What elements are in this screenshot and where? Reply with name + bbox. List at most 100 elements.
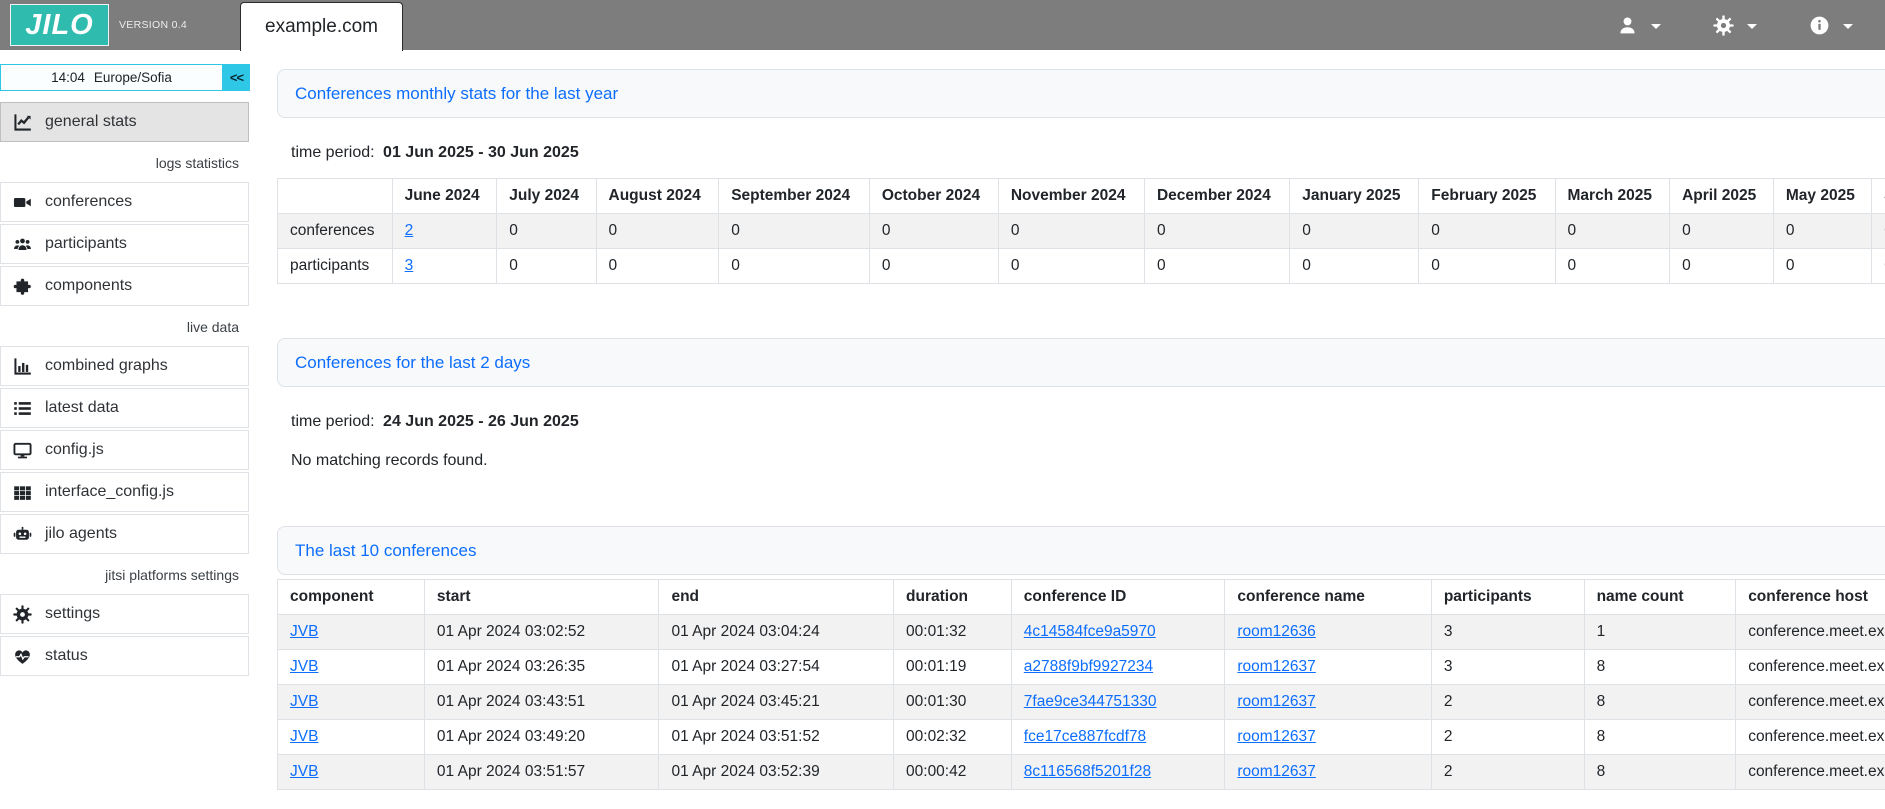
sidebar-item-status[interactable]: status	[0, 636, 249, 676]
table-cell: 01 Apr 2024 03:02:52	[423, 614, 660, 650]
column-header: component	[277, 579, 425, 615]
table-cell: conference.meet.example.com	[1735, 684, 1885, 720]
table-row: JVB 01 Apr 2024 03:26:35 01 Apr 2024 03:27…	[277, 649, 1885, 685]
table-cell: 0	[1669, 248, 1774, 284]
table-cell: 01 Apr 2024 03:27:54	[658, 649, 895, 685]
sidebar-item-settings[interactable]: settings	[0, 594, 249, 634]
table-cell-link[interactable]: a2788f9bf9927234	[1023, 658, 1154, 675]
table-cell: 0	[1772, 213, 1873, 249]
navbar-right-menus	[1617, 14, 1853, 36]
section-last-10-conferences: The last 10 conferences component start en…	[277, 526, 1885, 790]
sidebar-item-label: combined graphs	[45, 357, 168, 374]
jilo-logo[interactable]: JILO	[10, 4, 109, 46]
sidebar-item-general-stats[interactable]: general stats	[0, 102, 249, 142]
sidebar-section-heading: live data	[186, 319, 239, 335]
table-cell: fce17ce887fcdf78	[1010, 719, 1226, 755]
table-cell: 2	[1430, 754, 1585, 790]
sidebar-item-components[interactable]: components	[0, 266, 249, 306]
table-cell-link[interactable]: room12637	[1237, 658, 1316, 675]
table-cell: 1	[1583, 614, 1737, 650]
sidebar-item-label: participants	[45, 235, 127, 252]
sidebar-menu: general stats logs statistics conferences p…	[0, 102, 262, 676]
table-cell-link[interactable]: room12636	[1237, 623, 1316, 640]
table-cell-link[interactable]: 7fae9ce344751330	[1023, 693, 1157, 710]
clock-timezone: Europe/Sofia	[93, 70, 172, 85]
table-cell: conferences	[277, 213, 393, 249]
sidebar-item-config-js[interactable]: config.js	[0, 430, 249, 470]
table-cell: 0	[595, 248, 720, 284]
table-cell: a2788f9bf9927234	[1010, 649, 1226, 685]
table-cell-link[interactable]: room12637	[1237, 728, 1316, 745]
table-cell-link[interactable]: 8c116568f5201f28	[1023, 763, 1152, 780]
column-header: February 2025	[1418, 178, 1556, 214]
sidebar-section-heading: jitsi platforms settings	[105, 567, 239, 583]
column-header: name count	[1583, 579, 1737, 615]
table-cell: 0	[1143, 248, 1291, 284]
column-header: May 2025	[1772, 178, 1873, 214]
column-header: June 2025	[1871, 178, 1885, 214]
sidebar-item-latest-data[interactable]: latest data	[0, 388, 249, 428]
grid-icon	[13, 483, 32, 502]
table-cell-link[interactable]: 3	[404, 257, 414, 274]
user-menu[interactable]	[1617, 15, 1661, 36]
table-cell: 8	[1583, 649, 1737, 685]
info-menu[interactable]	[1809, 15, 1853, 36]
table-cell-link[interactable]: JVB	[290, 728, 319, 745]
table-cell-link[interactable]: 4c14584fce9a5970	[1023, 623, 1156, 640]
sidebar-section-heading: logs statistics	[155, 155, 239, 171]
sidebar-item-combined-graphs[interactable]: combined graphs	[0, 346, 249, 386]
table-cell: 01 Apr 2024 03:26:35	[423, 649, 660, 685]
settings-menu[interactable]	[1713, 14, 1757, 36]
table-cell: JVB	[277, 614, 425, 650]
list-icon	[13, 399, 32, 418]
info-icon	[1809, 15, 1830, 36]
table-cell: conference.meet.example.com	[1735, 649, 1885, 685]
sidebar-collapse-button[interactable]: <<	[223, 64, 250, 91]
column-header: August 2024	[595, 178, 720, 214]
table-cell-link[interactable]: fce17ce887fcdf78	[1023, 728, 1147, 745]
last-10-card-header: The last 10 conferences	[277, 526, 1885, 575]
table-cell: 0	[997, 213, 1145, 249]
last-2-days-card-header: Conferences for the last 2 days	[277, 338, 1885, 387]
sidebar-item-label: status	[45, 647, 88, 664]
table-cell-link[interactable]: JVB	[290, 658, 319, 675]
table-cell: 0	[1871, 248, 1885, 284]
sidebar-item-label: conferences	[45, 193, 133, 210]
table-cell: 00:00:42	[893, 754, 1012, 790]
tab-label: example.com	[265, 16, 378, 37]
table-cell-link[interactable]: JVB	[290, 693, 319, 710]
table-cell-link[interactable]: JVB	[290, 763, 319, 780]
table-cell: 7fae9ce344751330	[1010, 684, 1226, 720]
table-row: JVB 01 Apr 2024 03:43:51 01 Apr 2024 03:45…	[277, 684, 1885, 720]
table-cell-link[interactable]: 2	[404, 222, 414, 239]
sidebar-item-interface-config-js[interactable]: interface_config.js	[0, 472, 249, 512]
column-header: January 2025	[1289, 178, 1420, 214]
sidebar-item-jilo-agents[interactable]: jilo agents	[0, 514, 249, 554]
sidebar-item-participants[interactable]: participants	[0, 224, 249, 264]
last-10-title[interactable]: The last 10 conferences	[295, 540, 477, 560]
sidebar-item-label: interface_config.js	[45, 483, 174, 500]
table-cell-link[interactable]: room12637	[1237, 693, 1316, 710]
sidebar-item-label: general stats	[45, 113, 137, 130]
users-icon	[13, 235, 32, 254]
column-header	[277, 178, 393, 214]
table-row: JVB 01 Apr 2024 03:02:52 01 Apr 2024 03:04…	[277, 614, 1885, 650]
logo-text: JILO	[25, 8, 94, 41]
table-cell: 01 Apr 2024 03:04:24	[658, 614, 895, 650]
table-row: conferences2000000000000	[277, 213, 1885, 249]
table-cell-link[interactable]: JVB	[290, 623, 319, 640]
table-cell-link[interactable]: room12637	[1237, 763, 1316, 780]
no-records-message: No matching records found.	[291, 452, 488, 469]
sidebar: 14:04 Europe/Sofia << general stats logs …	[0, 50, 262, 809]
table-cell: 0	[997, 248, 1145, 284]
last-2-days-title[interactable]: Conferences for the last 2 days	[295, 352, 531, 372]
column-header: start	[423, 579, 660, 615]
time-period-value: 01 Jun 2025 - 30 Jun 2025	[383, 144, 579, 161]
time-period-label: time period:	[291, 413, 375, 430]
tab-example-com[interactable]: example.com	[240, 2, 403, 51]
table-cell: 0	[868, 213, 999, 249]
monthly-stats-title[interactable]: Conferences monthly stats for the last y…	[295, 83, 619, 103]
table-row: participants3000000000000	[277, 248, 1885, 284]
table-cell: 8c116568f5201f28	[1010, 754, 1226, 790]
sidebar-item-conferences[interactable]: conferences	[0, 182, 249, 222]
